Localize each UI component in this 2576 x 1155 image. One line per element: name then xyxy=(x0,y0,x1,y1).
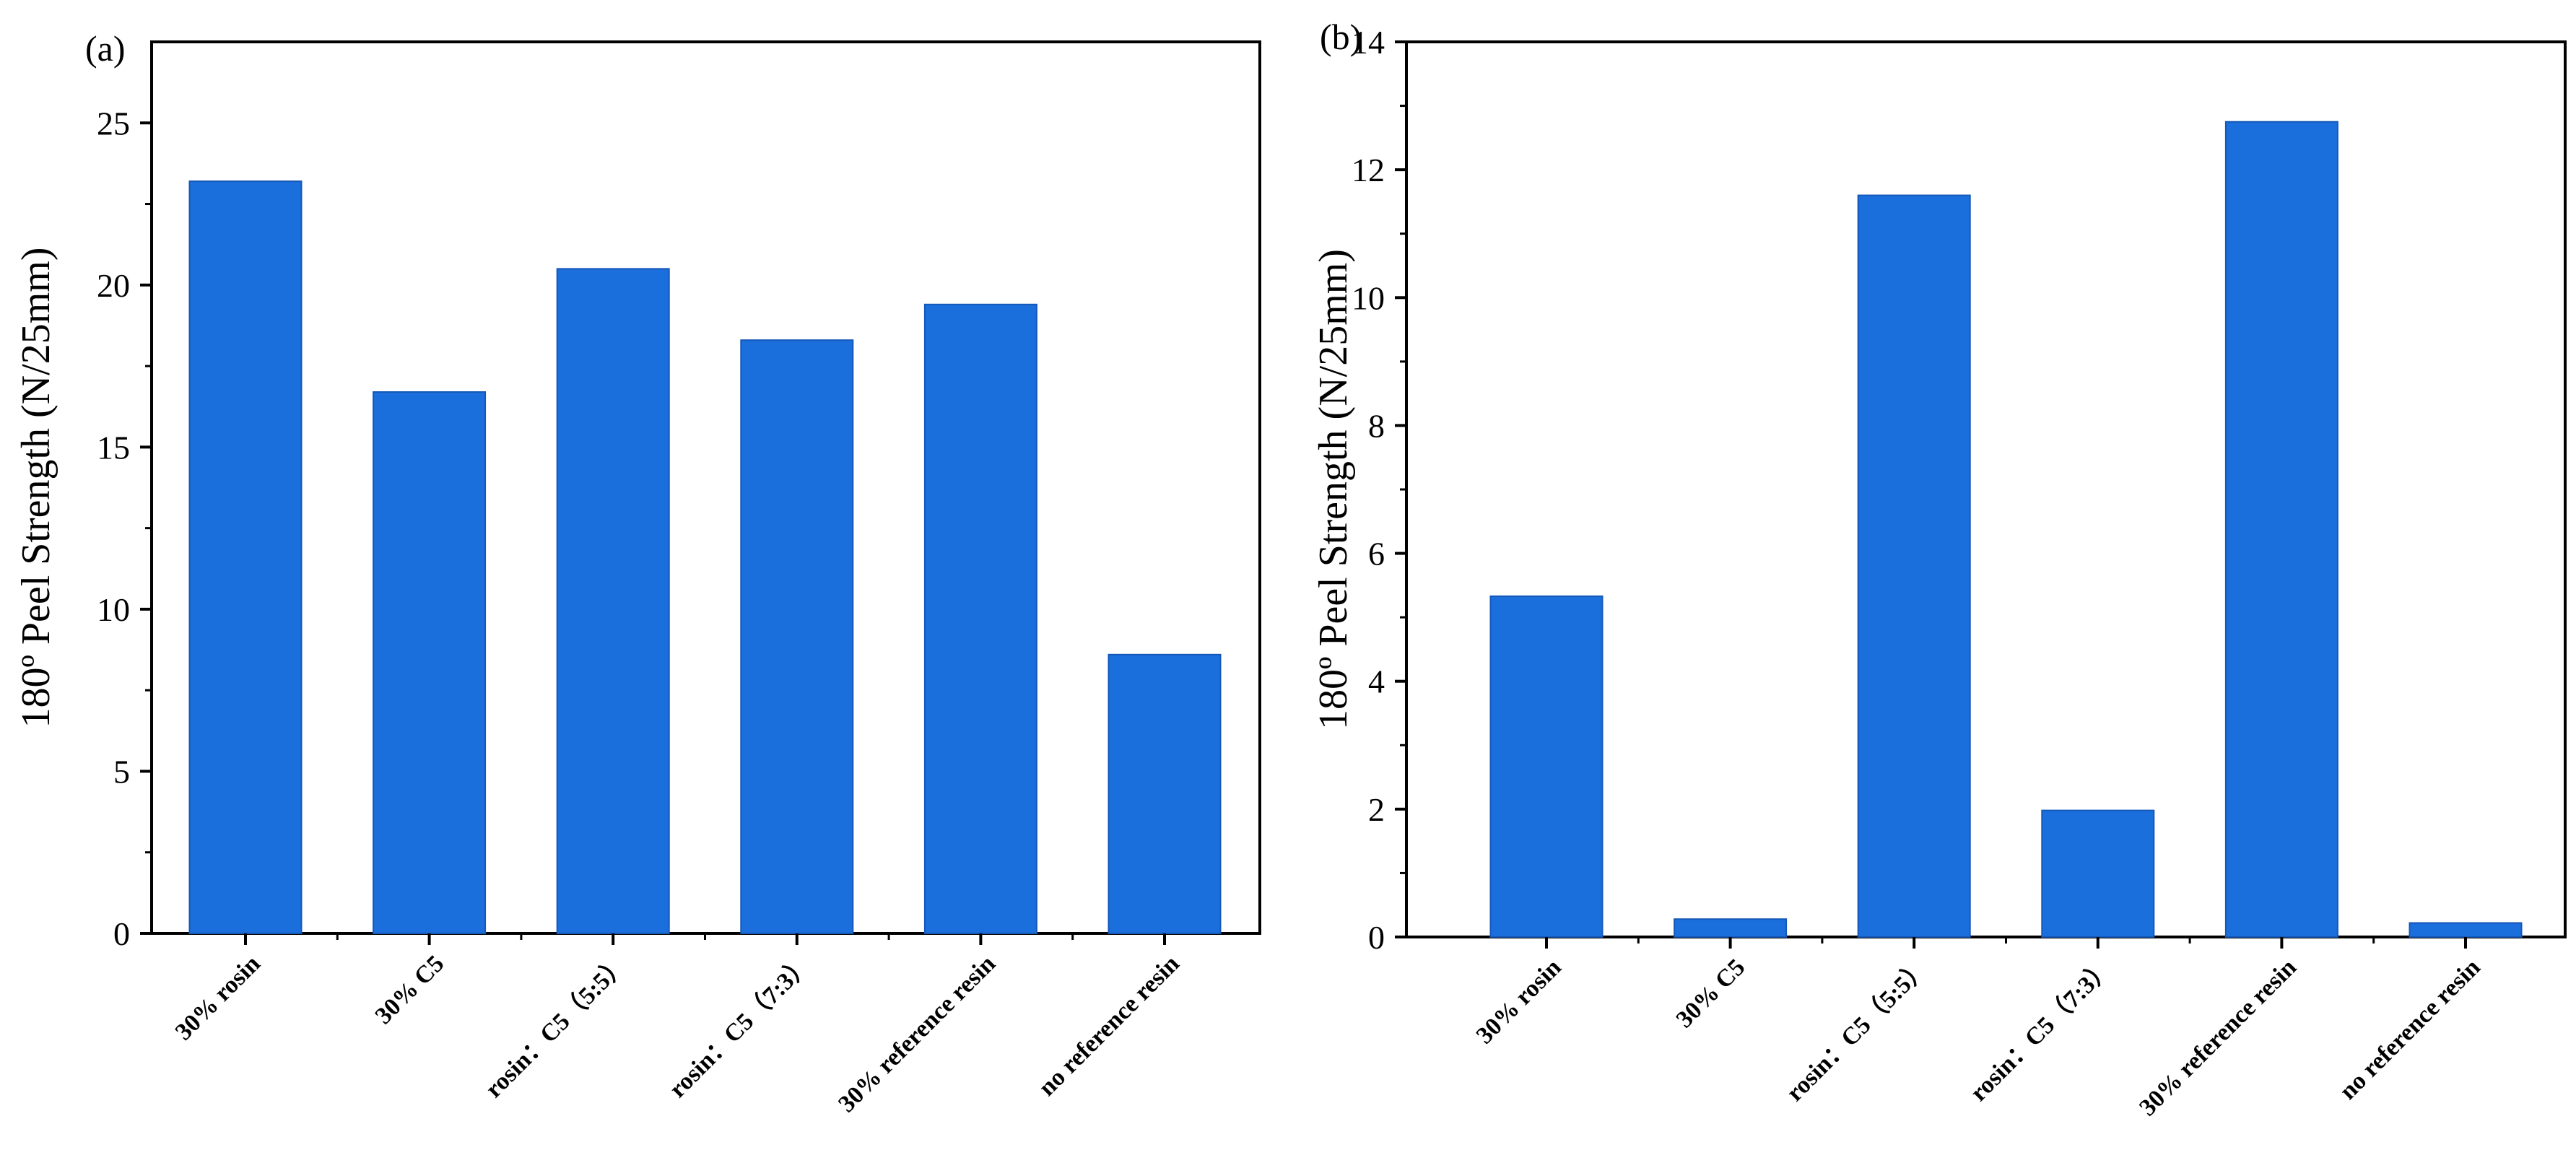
panel-b: (b) 0 2 4 6 8 10 12 14 30% rosin 30% C5 rosin：C5（5:… xyxy=(1311,17,2567,1121)
bar-2 xyxy=(1674,918,1788,938)
y-tick-label: 5 xyxy=(113,753,130,790)
bar-3 xyxy=(1857,194,1971,938)
bar-5 xyxy=(923,303,1037,935)
y-tick-label: 2 xyxy=(1368,791,1385,828)
y-axis-title: 180º Peel Strength (N/25mm) xyxy=(1311,249,1356,730)
y-tick-label: 6 xyxy=(1368,536,1385,572)
bar-4 xyxy=(2041,809,2155,938)
x-category-label: 30% C5 xyxy=(370,950,450,1029)
y-tick-label: 10 xyxy=(1352,279,1385,316)
bar-6 xyxy=(2409,922,2523,938)
bar-6 xyxy=(1108,653,1222,934)
y-tick-label: 20 xyxy=(97,267,130,304)
panel-a: (a) 0 5 10 15 20 25 30% rosin 30% C5 rosin：C5（5:5… xyxy=(14,28,1261,1117)
bar-1 xyxy=(1489,595,1604,938)
panel-label: (b) xyxy=(1320,17,1362,57)
x-category-label: 30% C5 xyxy=(1671,954,1751,1033)
x-category-label: 30% rosin xyxy=(1471,954,1567,1049)
x-category-label: rosin：C5（7:3） xyxy=(663,949,817,1103)
x-category-label: 30% rosin xyxy=(170,950,266,1045)
bar-2 xyxy=(373,391,487,934)
bar-5 xyxy=(2224,121,2338,938)
y-tick-label: 10 xyxy=(97,591,130,628)
x-category-label: rosin：C5（5:5） xyxy=(1780,953,1934,1107)
y-tick-label: 25 xyxy=(97,105,130,141)
bar-1 xyxy=(188,180,303,934)
x-category-label: rosin：C5（7:3） xyxy=(1964,953,2118,1107)
y-tick-label: 8 xyxy=(1368,407,1385,444)
y-tick-label: 0 xyxy=(1368,919,1385,956)
plot-frame xyxy=(150,40,1261,935)
x-category-label: no reference resin xyxy=(2335,954,2486,1104)
y-tick-label: 14 xyxy=(1352,24,1385,61)
y-tick-label: 0 xyxy=(113,915,130,952)
x-category-label: 30% reference resin xyxy=(2134,954,2302,1121)
y-tick-label: 12 xyxy=(1352,152,1385,188)
y-axis-title: 180º Peel Strength (N/25mm) xyxy=(14,248,58,728)
y-tick-label: 15 xyxy=(97,429,130,466)
x-category-label: no reference resin xyxy=(1034,950,1185,1101)
x-category-label: 30% reference resin xyxy=(833,950,1001,1117)
bar-3 xyxy=(556,268,670,934)
x-category-label: rosin：C5（5:5） xyxy=(479,949,633,1103)
bar-4 xyxy=(740,339,854,934)
panel-label: (a) xyxy=(85,28,126,69)
y-tick-label: 4 xyxy=(1368,663,1385,700)
